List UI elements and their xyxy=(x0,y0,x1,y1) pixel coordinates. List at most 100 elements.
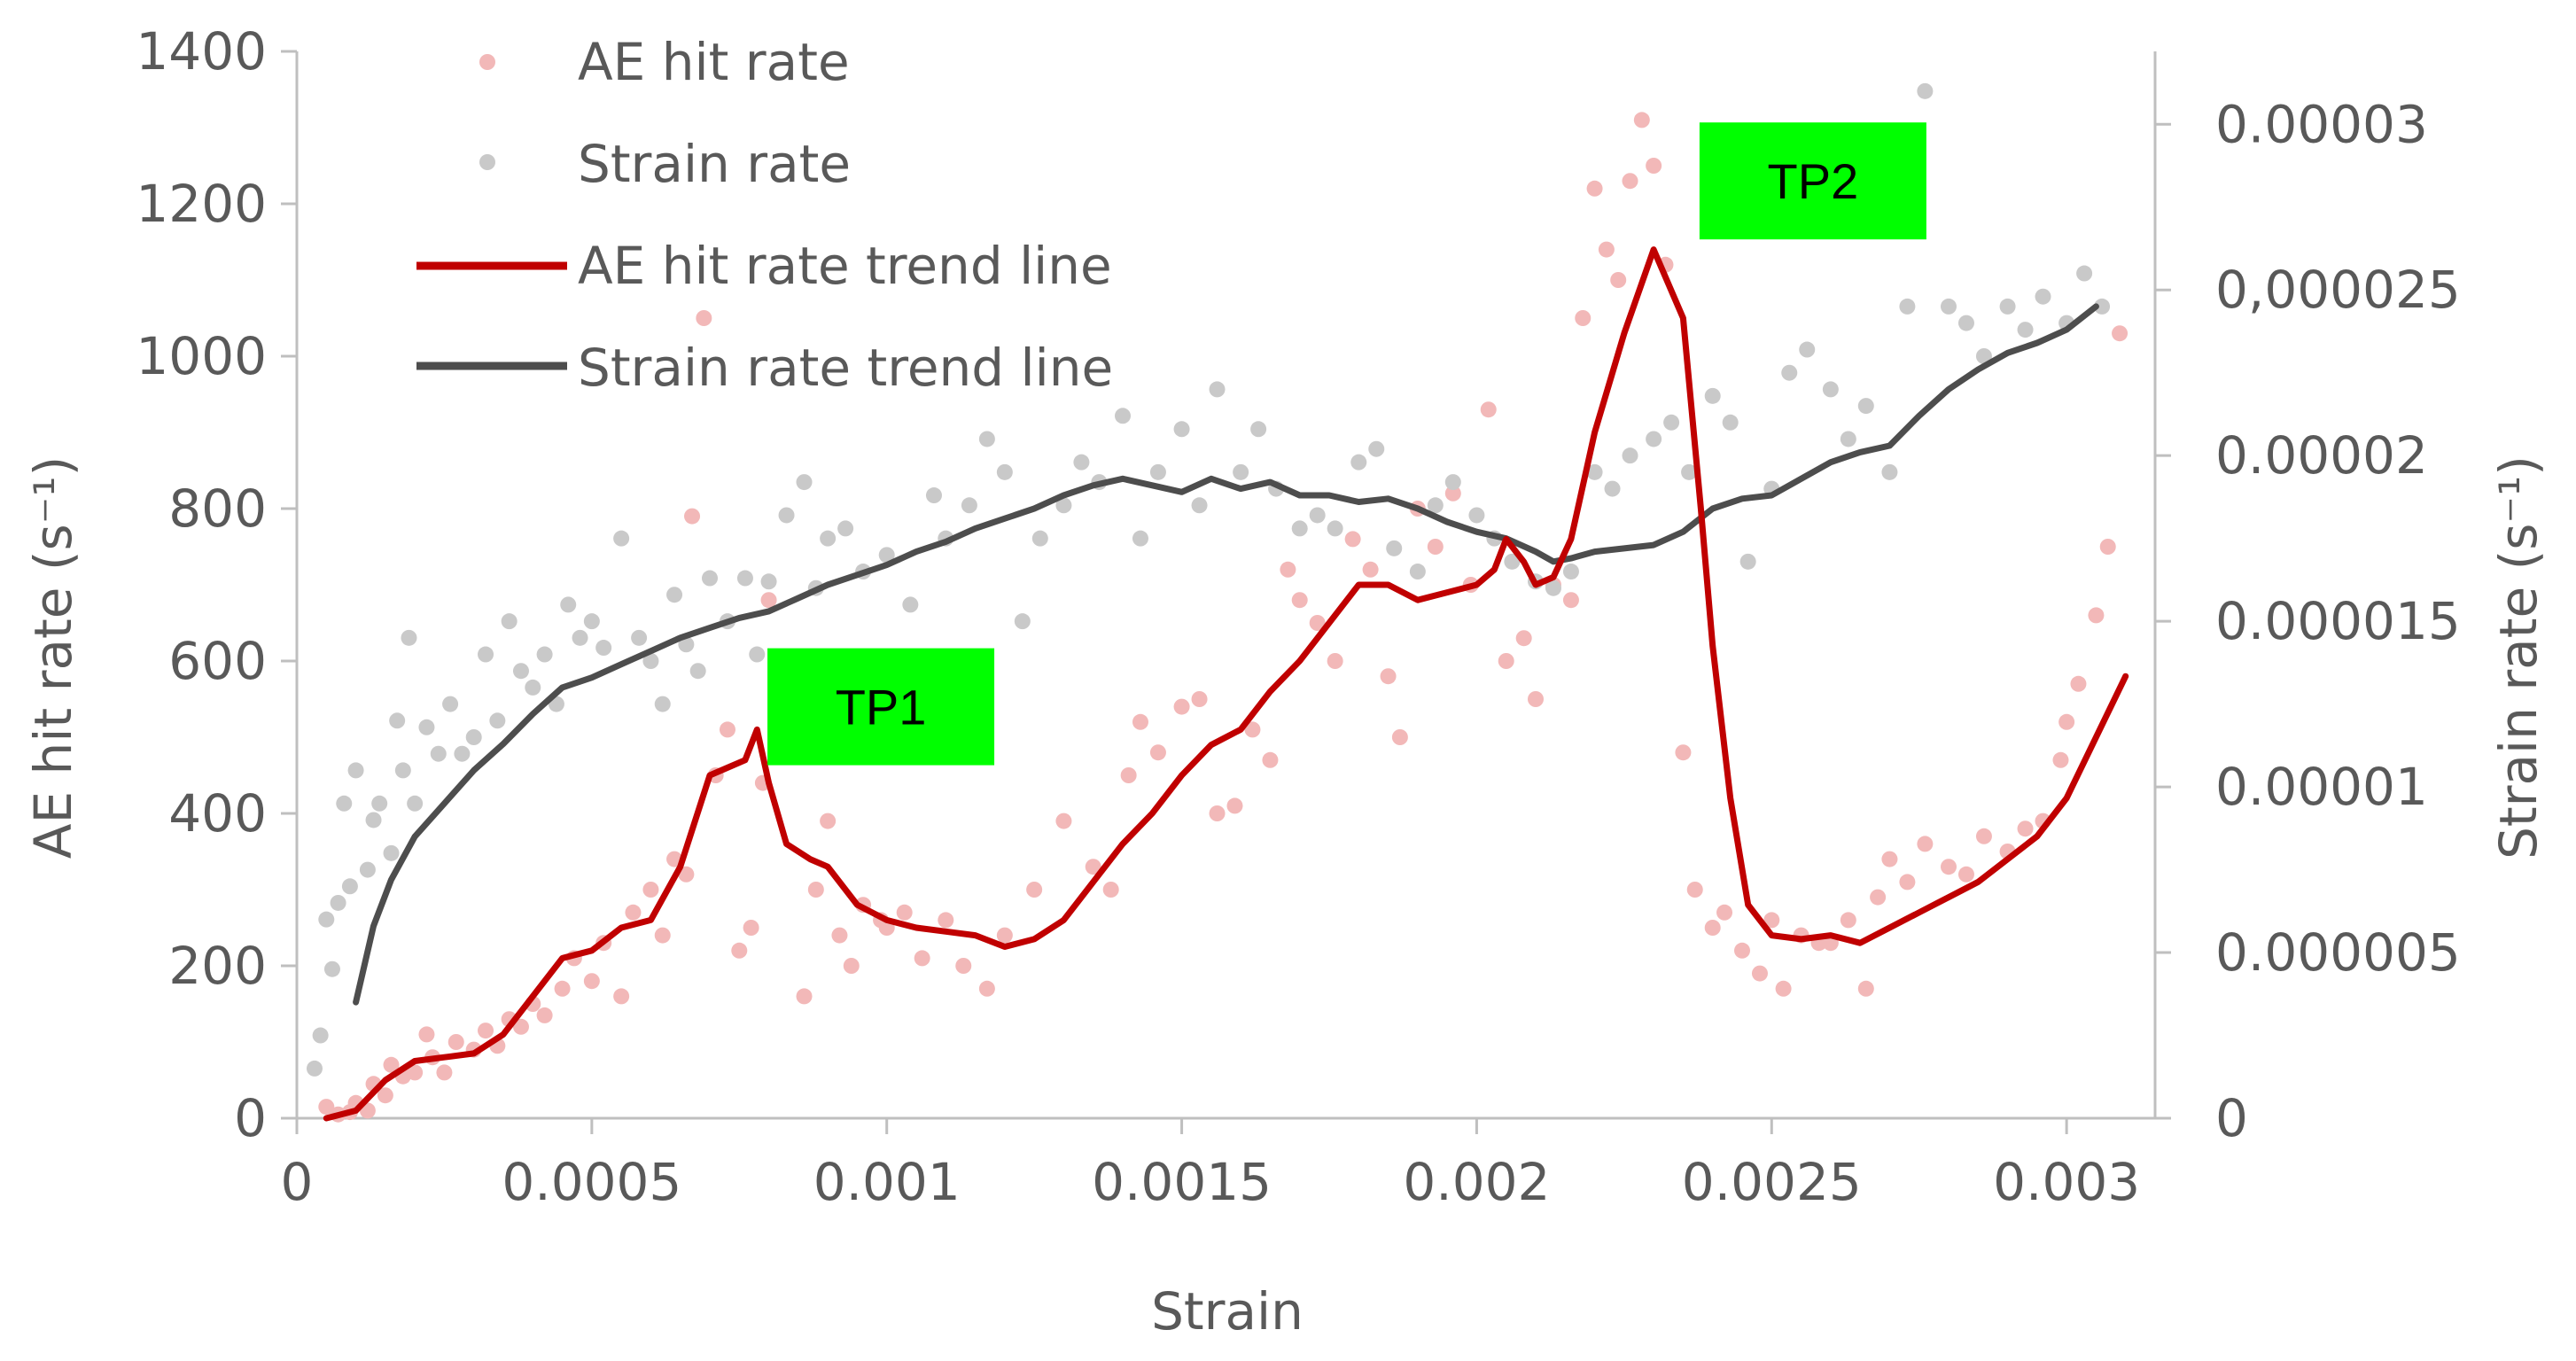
strain-rate-point xyxy=(1586,463,1603,480)
ae-hit-rate-point xyxy=(1775,980,1792,997)
ae-hit-rate-point xyxy=(1444,485,1461,502)
strain-rate-point xyxy=(2076,265,2093,282)
strain-rate-point xyxy=(489,712,506,729)
annotation-label-tp2: TP2 xyxy=(1768,153,1859,209)
strain-rate-point xyxy=(383,844,400,861)
ae-hit-rate-point xyxy=(1610,272,1627,288)
ae-hit-rate-point xyxy=(1528,691,1544,707)
y-tick-label: 1200 xyxy=(136,174,267,234)
strain-rate-point xyxy=(442,696,459,712)
strain-rate-point xyxy=(1957,315,1974,331)
strain-rate-point xyxy=(1014,613,1031,630)
strain-rate-point xyxy=(1291,520,1308,537)
ae-hit-rate-point xyxy=(807,882,824,898)
strain-rate-point xyxy=(2017,322,2034,338)
strain-rate-point xyxy=(1427,497,1444,514)
ae-hit-rate-point xyxy=(377,1087,393,1104)
strain-rate-point xyxy=(925,487,942,504)
ae-hit-rate-point xyxy=(1716,904,1733,921)
ae-hit-rate-point xyxy=(1686,882,1703,898)
ae-hit-rate-point xyxy=(896,904,913,921)
ae-hit-rate-point xyxy=(1191,691,1208,707)
axes xyxy=(295,51,2157,1120)
y-tick-label: 1000 xyxy=(136,326,267,386)
ae-hit-rate-point xyxy=(1622,173,1638,190)
strain-rate-point xyxy=(736,570,753,587)
strain-rate-point xyxy=(642,653,659,669)
y-tick-label: 1400 xyxy=(136,21,267,82)
y-axis-ticks: 0 200 400 600 800 1000 1200 1400 xyxy=(136,21,297,1148)
ae-hit-rate-point xyxy=(2099,539,2116,555)
annotation-box-tp2 xyxy=(1699,122,1926,240)
strain-rate-point xyxy=(1975,348,1992,364)
ae-hit-rate-point xyxy=(914,950,930,967)
ae-hit-rate-point xyxy=(478,1023,494,1039)
ae-hit-rate-point xyxy=(1209,805,1226,821)
strain-rate-point xyxy=(330,894,346,911)
ae-hit-rate-point xyxy=(1586,180,1603,197)
strain-rate-point xyxy=(583,613,600,630)
x-tick-label: 0.0025 xyxy=(1682,1152,1862,1212)
strain-rate-point xyxy=(996,463,1013,480)
x-tick-label: 0.002 xyxy=(1403,1152,1550,1212)
ae-hit-rate-point xyxy=(1244,721,1261,738)
strain-rate-point xyxy=(678,636,695,653)
ae-hit-rate-point xyxy=(1427,539,1444,555)
strain-rate-point xyxy=(595,640,612,657)
strain-rate-point xyxy=(1191,497,1208,514)
strain-rate-point xyxy=(465,729,482,745)
strain-rate-point xyxy=(1704,387,1721,404)
ae-hit-rate-point xyxy=(743,920,759,936)
strain-rate-point xyxy=(1444,474,1461,491)
strain-rate-point xyxy=(1881,463,1898,480)
strain-rate-point xyxy=(394,762,411,779)
ae-hit-rate-point xyxy=(1362,561,1379,578)
strain-rate-point xyxy=(820,530,837,547)
annotation-label-tp1: TP1 xyxy=(836,680,927,735)
strain-rate-point xyxy=(306,1060,323,1077)
ae-hit-rate-point xyxy=(1149,744,1166,761)
ae-hit-rate-point xyxy=(1881,851,1898,867)
strain-rate-point xyxy=(1368,440,1385,457)
ae-hit-rate-point xyxy=(1957,866,1974,883)
ae-hit-rate-point xyxy=(1026,882,1043,898)
strain-rate-point xyxy=(501,613,518,630)
strain-rate-point xyxy=(1722,414,1739,431)
strain-rate-point xyxy=(1739,553,1756,570)
ae-hit-rate-point xyxy=(1380,668,1397,685)
ae-hit-rate-point xyxy=(2052,751,2069,768)
strain-rate-point xyxy=(1781,364,1798,381)
strain-rate-point xyxy=(1409,564,1426,580)
ae-hit-rate-point xyxy=(731,942,748,959)
strain-rate-point xyxy=(318,911,335,928)
ae-hit-rate-point xyxy=(625,904,642,921)
ae-hit-rate-point xyxy=(2112,325,2129,342)
ae-hit-rate-point xyxy=(1633,112,1650,128)
ae-hit-rate-point xyxy=(843,958,860,974)
strain-rate-point xyxy=(347,762,364,779)
strain-rate-point xyxy=(478,646,494,663)
strain-rate-point xyxy=(1663,414,1680,431)
ae-hit-rate-point xyxy=(696,310,712,326)
y-tick-label: 600 xyxy=(168,631,267,691)
strain-rate-point xyxy=(525,679,541,696)
ae-hit-rate-point xyxy=(2058,713,2075,730)
ae-hit-rate-point xyxy=(512,1018,529,1035)
y2-axis-title: Strain rate (s⁻¹) xyxy=(2488,455,2549,859)
strain-rate-point xyxy=(902,596,919,613)
x-tick-label: 0.003 xyxy=(1993,1152,2140,1212)
strain-rate-point xyxy=(631,629,648,646)
strain-rate-trend-line xyxy=(353,303,2099,1006)
strain-rate-point xyxy=(407,795,424,812)
strain-rate-point xyxy=(572,629,588,646)
x-tick-label: 0.0015 xyxy=(1092,1152,1272,1212)
strain-rate-point xyxy=(371,795,388,812)
strain-rate-point xyxy=(760,573,777,590)
legend-label-strain-trend: Strain rate trend line xyxy=(578,338,1113,398)
y2-tick-label: 0.00003 xyxy=(2215,94,2428,154)
ae-hit-rate-point xyxy=(383,1056,400,1073)
legend-swatch-ae-hit-rate xyxy=(479,54,495,70)
ae-hit-rate-point xyxy=(1751,965,1768,982)
ae-hit-rate-point xyxy=(1173,698,1190,715)
strain-rate-point xyxy=(365,812,382,828)
